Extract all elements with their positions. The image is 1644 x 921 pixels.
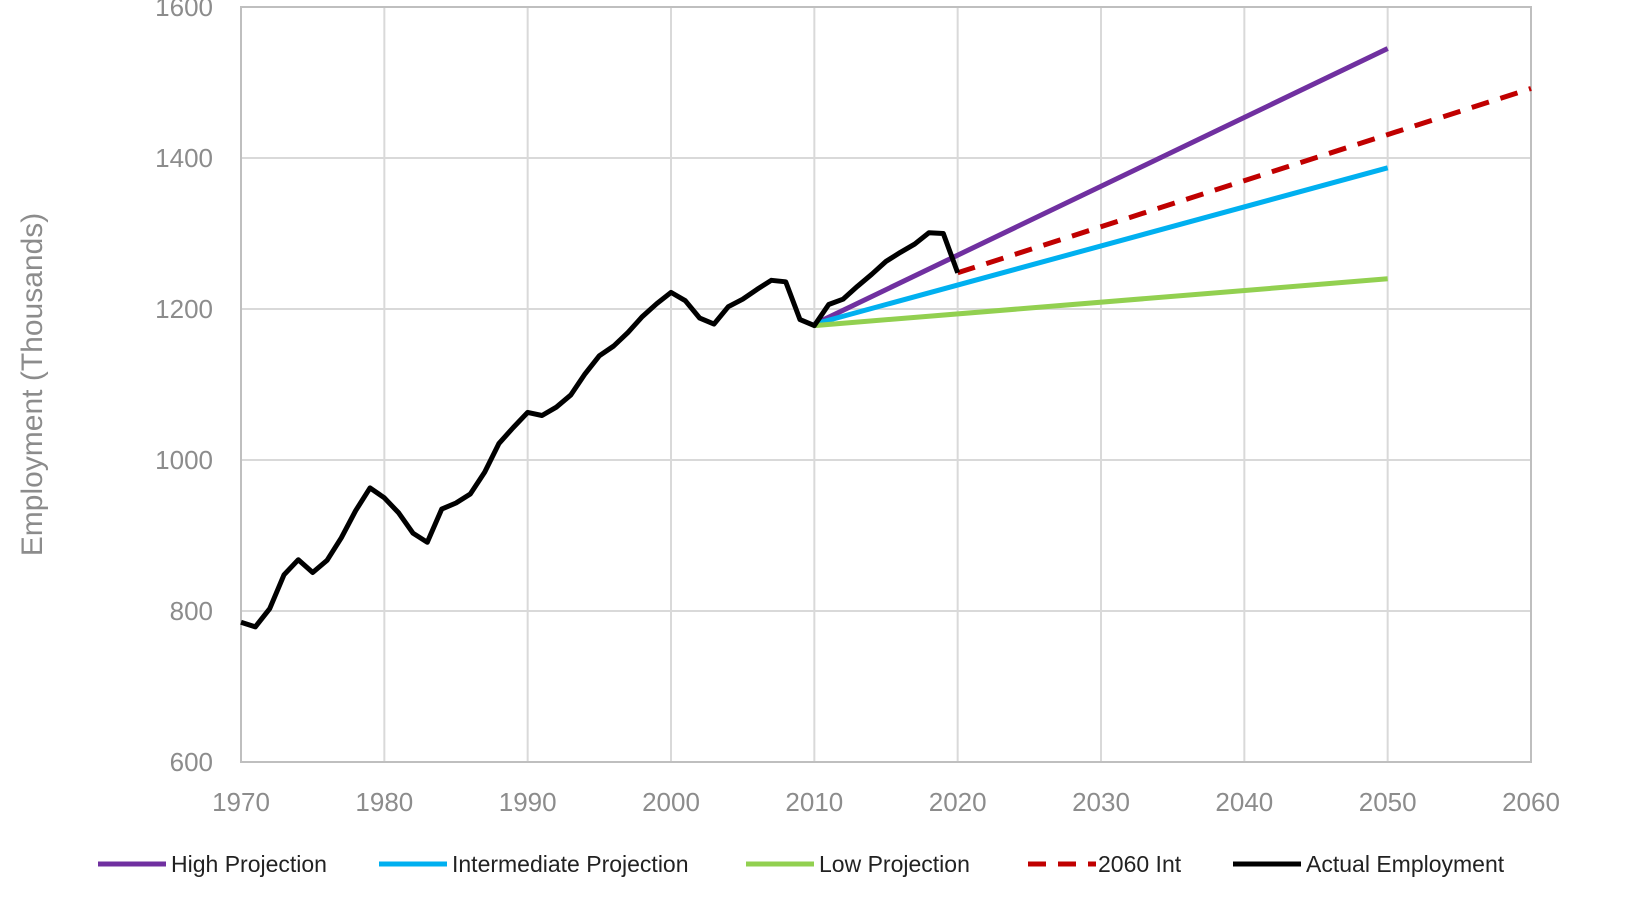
legend-item-intermediate-projection: Intermediate Projection — [379, 851, 689, 877]
legend-label-low-projection: Low Projection — [819, 851, 970, 877]
x-tick-label-2040: 2040 — [1215, 787, 1273, 817]
x-tick-label-1970: 1970 — [212, 787, 270, 817]
series-actual-employment — [240, 230, 961, 630]
y-tick-label-1400: 1400 — [155, 143, 213, 173]
y-tick-label-1200: 1200 — [155, 294, 213, 324]
legend-item-actual-employment: Actual Employment — [1233, 851, 1505, 877]
legend-label-intermediate-projection: Intermediate Projection — [452, 851, 689, 877]
x-tick-label-1990: 1990 — [499, 787, 557, 817]
plot-area-frame — [240, 6, 1532, 763]
legend-label-actual-employment: Actual Employment — [1306, 851, 1505, 877]
x-axis-ticks: 1970 1980 1990 2000 2010 2020 2030 2040 2050 2060 — [212, 787, 1560, 817]
series-high-projection — [813, 46, 1389, 327]
legend-item-low-projection: Low Projection — [746, 851, 970, 877]
y-tick-label-1000: 1000 — [155, 445, 213, 475]
x-tick-label-1980: 1980 — [355, 787, 413, 817]
series-intermediate-projection — [813, 165, 1389, 327]
legend-label-high-projection: High Projection — [171, 851, 327, 877]
series-2060-int — [956, 86, 1532, 276]
x-tick-label-2010: 2010 — [785, 787, 843, 817]
x-tick-label-2000: 2000 — [642, 787, 700, 817]
series-lines — [240, 46, 1532, 630]
legend-item-high-projection: High Projection — [98, 851, 327, 877]
x-tick-label-2060: 2060 — [1502, 787, 1560, 817]
x-tick-label-2030: 2030 — [1072, 787, 1130, 817]
y-tick-label-600: 600 — [170, 747, 213, 777]
legend-label-2060-int: 2060 Int — [1098, 851, 1182, 877]
x-tick-label-2050: 2050 — [1359, 787, 1417, 817]
y-axis-ticks: 600 800 1000 1200 1400 1600 — [155, 0, 213, 777]
legend-item-2060-int: 2060 Int — [1028, 851, 1182, 877]
legend: High Projection Intermediate Projection Lo… — [98, 851, 1505, 877]
series-low-projection — [814, 276, 1388, 329]
y-axis-title: Employment (Thousands) — [16, 213, 49, 556]
x-tick-label-2020: 2020 — [929, 787, 987, 817]
y-tick-label-800: 800 — [170, 596, 213, 626]
y-tick-label-1600: 1600 — [155, 0, 213, 22]
grid — [240, 6, 1532, 763]
